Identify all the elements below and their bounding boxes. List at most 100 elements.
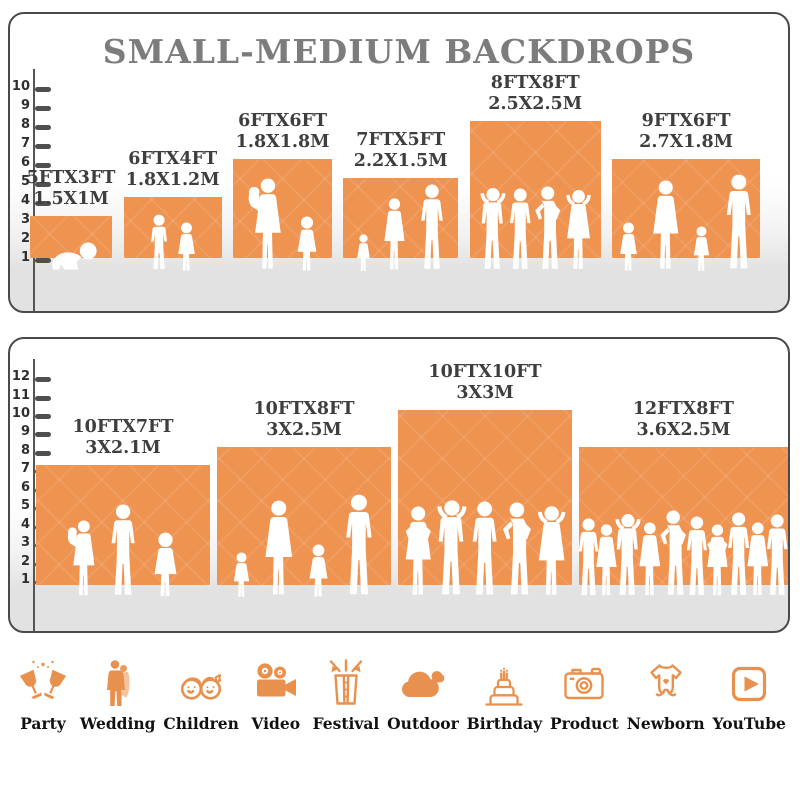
woman-up-silhouette (532, 504, 571, 598)
ruler-tick-label: 6 (20, 155, 30, 170)
ruler-tick (35, 395, 51, 401)
people-silhouette-group (600, 174, 772, 272)
man-silhouette (762, 514, 790, 598)
category-label: Product (549, 714, 619, 733)
size-meters-text: 3X2.5M (266, 419, 342, 440)
category-wedding: Wedding (80, 652, 156, 733)
ruler-tick (35, 106, 51, 111)
category-children: Children (163, 652, 239, 733)
people-silhouette-group (567, 510, 790, 598)
ruler-tick (35, 125, 51, 130)
size-feet-text: 10FTX7FT (72, 417, 174, 438)
people-silhouette-group (331, 184, 470, 272)
ruler-tick (35, 144, 51, 149)
wedding-icon (92, 652, 144, 710)
backdrop-size-label: 5FTX3FT 1.5X1M (10, 168, 181, 210)
ruler-tick-label: 1 (20, 250, 30, 265)
size-feet-text: 10FTX10FT (428, 361, 542, 382)
size-feet-text: 10FTX8FT (253, 398, 355, 419)
man-silhouette (416, 184, 448, 272)
ruler-tick-label: 3 (20, 212, 30, 227)
man-silhouette (106, 504, 140, 598)
backdrop-size-label: 10FTX8FT 3X2.5M (194, 399, 414, 441)
ruler-tick-label: 4 (20, 193, 30, 208)
ruler-tick-label: 9 (20, 98, 30, 113)
backdrop-size-label: 8FTX8FT 2.5X2.5M (425, 73, 645, 115)
backdrop-size-label: 6FTX4FT 1.8X1.2M (63, 149, 283, 191)
people-silhouette-group (386, 498, 584, 598)
party-icon (17, 652, 69, 710)
size-meters-text: 2.7X1.8M (639, 132, 734, 152)
boy-silhouette (146, 214, 172, 272)
category-video: Video (247, 652, 305, 733)
category-label: Children (163, 714, 239, 733)
ruler-tick-label: 4 (20, 516, 30, 532)
woman-silhouette (381, 198, 408, 272)
category-label: Festival (312, 714, 380, 733)
ruler-tick (35, 258, 51, 263)
backdrop-size-label: 6FTX6FT 1.8X1.8M (173, 111, 393, 153)
youtube-icon (723, 652, 775, 710)
category-outdoor: Outdoor (387, 652, 459, 733)
size-meters-text: 2.2X1.5M (353, 151, 448, 171)
video-icon (250, 652, 302, 710)
ruler-tick-label: 1 (20, 572, 30, 587)
newborn-icon (640, 652, 692, 710)
size-meters-text: 1.8X1.2M (125, 170, 220, 190)
size-meters-text: 3.6X2.5M (636, 419, 731, 440)
woman-silhouette (649, 180, 683, 272)
ruler-tick-label: 12 (11, 369, 30, 385)
category-product: Product (550, 652, 619, 733)
size-feet-text: 7FTX5FT (356, 130, 446, 150)
people-silhouette-group (205, 494, 403, 598)
ruler-tick-label: 3 (20, 535, 30, 551)
ruler-tick-label: 5 (20, 498, 30, 514)
small-medium-panel: SMALL-MEDIUM BACKDROPS 1 2 3 4 5 6 7 8 9 10 5FTX3… (8, 12, 790, 313)
ruler-line (33, 69, 35, 311)
ruler-tick-label: 7 (20, 136, 30, 151)
size-feet-text: 5FTX3FT (26, 168, 116, 188)
ruler-tick (35, 432, 51, 438)
category-label: Video (251, 714, 301, 733)
size-meters-text: 3X3M (456, 382, 514, 403)
backdrop-size-label: 7FTX5FT 2.2X1.5M (291, 130, 511, 172)
woman-baby-silhouette (244, 178, 285, 272)
ruler-tick-label: 9 (20, 424, 30, 440)
girl-silhouette (293, 216, 321, 272)
ruler-tick (35, 182, 51, 187)
ruler-tick-label: 10 (11, 79, 30, 94)
category-bar: Party Wedding Children Video Festival Outdoor… (14, 652, 786, 733)
woman-baby-silhouette (64, 520, 98, 598)
category-newborn: Newborn (627, 652, 705, 733)
ruler-tick (35, 87, 51, 92)
product-icon (558, 652, 610, 710)
girl-silhouette (305, 544, 332, 598)
festival-icon (320, 652, 372, 710)
ruler-tick (35, 201, 51, 206)
size-feet-text: 6FTX6FT (238, 111, 327, 131)
category-label: YouTube (712, 714, 786, 733)
ruler-tick (35, 413, 51, 419)
girl-silhouette (174, 222, 199, 272)
backdrop-size-label: 9FTX6FT 2.7X1.8M (576, 111, 788, 153)
ruler-tick (35, 450, 51, 456)
size-feet-text: 6FTX4FT (128, 149, 218, 169)
woman-up-silhouette (561, 188, 596, 272)
ruler-tick (35, 163, 51, 168)
category-youtube: YouTube (713, 652, 786, 733)
size-meters-text: 3X2.1M (85, 438, 161, 459)
size-meters-text: 1.5X1M (33, 189, 109, 209)
size-meters-text: 2.5X2.5M (488, 94, 583, 114)
girl-silhouette (690, 226, 713, 272)
ruler-tick (35, 377, 51, 383)
backdrop-size-label: 10FTX10FT 3X3M (375, 362, 595, 404)
outdoor-icon (397, 652, 449, 710)
size-feet-text: 9FTX6FT (641, 111, 731, 131)
children-icon (175, 652, 227, 710)
backdrop-bar-6ftx4ft (123, 197, 222, 258)
people-silhouette-group (18, 240, 124, 272)
large-panel: 1 2 3 4 5 6 7 8 9 10 11 12 10FTX7FT 3X2.1M 10FTX8FT 3X… (8, 337, 790, 633)
birthday-icon (478, 652, 530, 710)
page-title: SMALL-MEDIUM BACKDROPS (102, 32, 696, 71)
